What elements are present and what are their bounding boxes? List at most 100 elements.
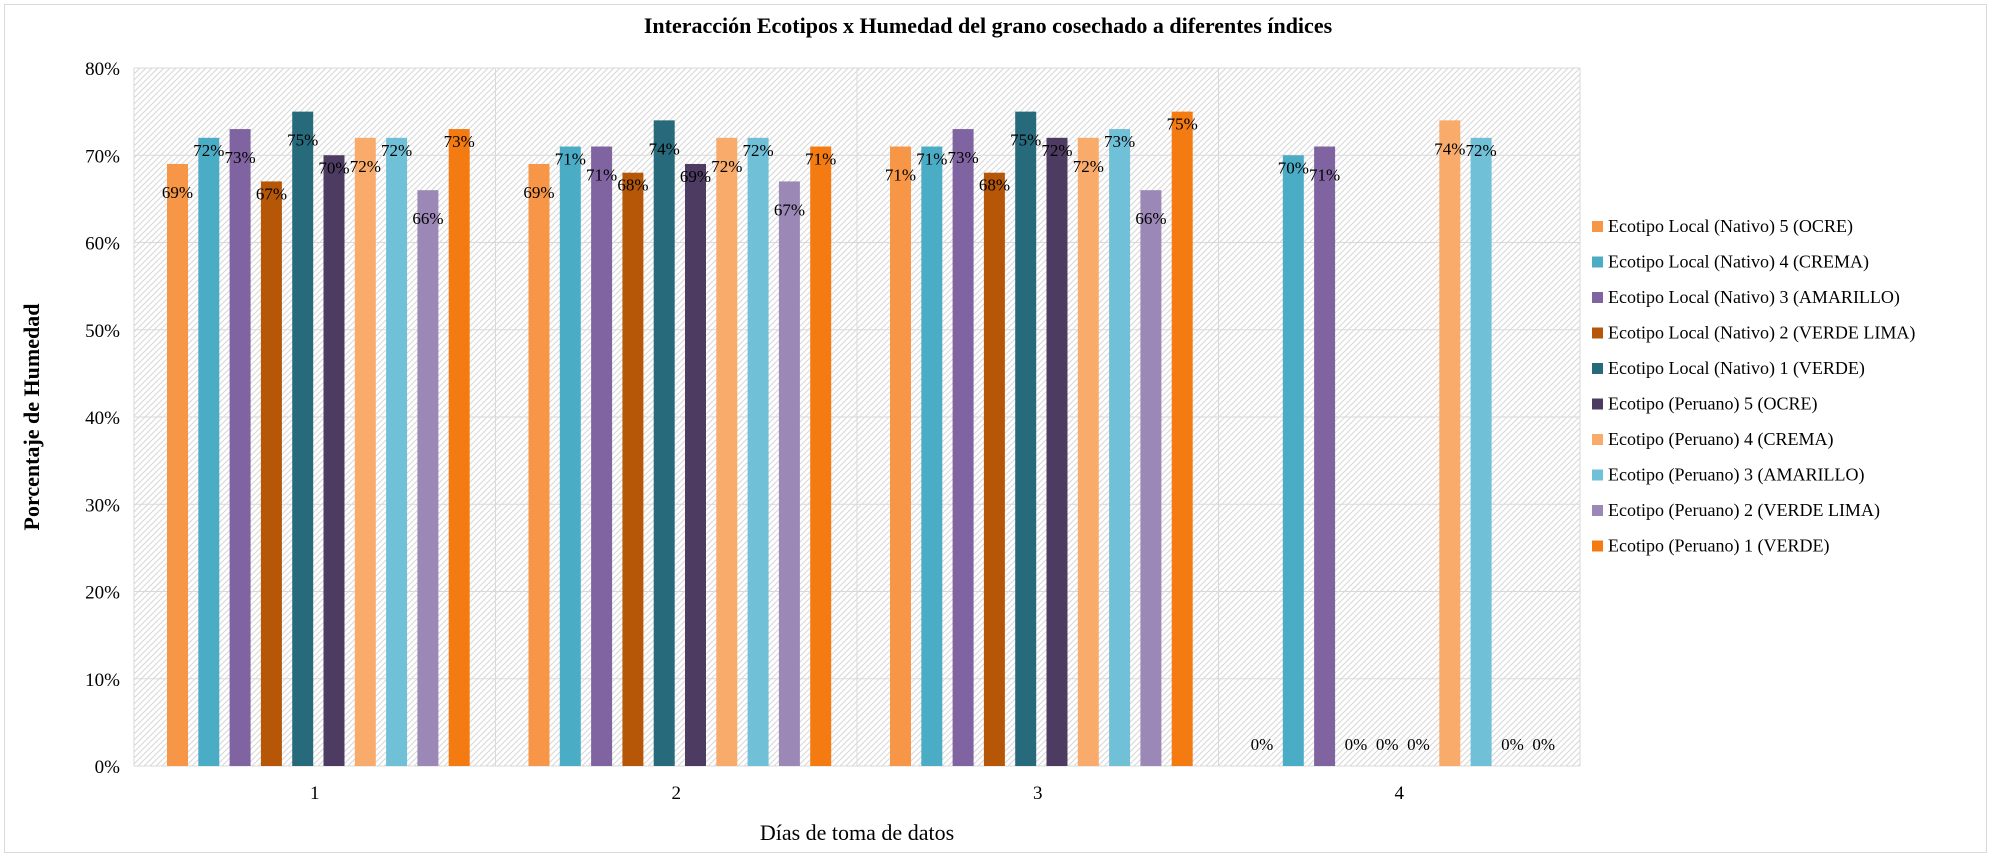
- y-tick-label: 30%: [85, 495, 120, 516]
- x-tick-label: 3: [1033, 783, 1043, 804]
- data-label: 71%: [916, 150, 947, 169]
- chart-title: Interacción Ecotipos x Humedad del grano…: [644, 13, 1333, 38]
- bar: [323, 155, 345, 766]
- data-label: 73%: [1104, 132, 1135, 151]
- bar: [1109, 129, 1131, 766]
- data-label: 75%: [287, 131, 318, 150]
- bar: [747, 137, 769, 767]
- y-tick-label: 0%: [95, 757, 121, 778]
- bar: [1314, 146, 1336, 766]
- data-label: 74%: [649, 139, 680, 158]
- data-label: 72%: [193, 141, 224, 160]
- legend-swatch: [1592, 505, 1603, 516]
- data-label: 0%: [1376, 735, 1399, 754]
- bar: [260, 181, 282, 767]
- data-label: 67%: [774, 200, 805, 219]
- data-label: 69%: [680, 167, 711, 186]
- data-label: 71%: [586, 166, 617, 185]
- x-tick-label: 2: [672, 783, 682, 804]
- chart-frame: 69% 72% 73% 67% 75% 70% 72% 72% 66% 73% 69% 71% 71% 6…: [4, 4, 1987, 853]
- bar: [890, 146, 911, 766]
- y-tick-label: 40%: [85, 408, 120, 429]
- data-label: 74%: [1434, 139, 1465, 158]
- legend-label: Ecotipo Local (Nativo) 3 (AMARILLO): [1608, 287, 1900, 308]
- data-label: 72%: [350, 157, 381, 176]
- data-label: 72%: [1073, 157, 1104, 176]
- bar: [528, 163, 550, 767]
- bar: [1470, 137, 1492, 767]
- legend-label: Ecotipo Local (Nativo) 1 (VERDE): [1608, 358, 1865, 379]
- data-label: 67%: [256, 184, 287, 203]
- legend-label: Ecotipo (Peruano) 4 (CREMA): [1608, 429, 1833, 450]
- data-label: 75%: [1010, 131, 1041, 150]
- data-label: 73%: [948, 148, 979, 167]
- legend-label: Ecotipo (Peruano) 2 (VERDE LIMA): [1608, 500, 1880, 521]
- bar: [622, 172, 644, 766]
- bars-group: [167, 111, 1492, 767]
- x-tick-label: 4: [1395, 783, 1405, 804]
- legend-swatch: [1592, 434, 1603, 445]
- x-tick-labels: 1 2 3 4: [310, 783, 1405, 804]
- legend-swatch: [1592, 398, 1603, 410]
- y-axis-title: Porcentaje de Humedad: [19, 304, 44, 531]
- y-tick-label: 80%: [85, 59, 120, 80]
- data-label: 66%: [412, 209, 443, 228]
- data-label: 66%: [1135, 209, 1166, 228]
- data-label: 72%: [1466, 141, 1497, 160]
- bar: [1015, 111, 1037, 766]
- bar: [417, 190, 439, 766]
- data-label: 71%: [1309, 166, 1340, 185]
- bar: [921, 146, 943, 766]
- data-label: 72%: [711, 157, 742, 176]
- y-tick-label: 10%: [85, 670, 120, 691]
- y-tick-label: 20%: [85, 583, 120, 604]
- bar: [229, 129, 251, 766]
- data-label: 69%: [162, 183, 193, 202]
- data-label: 0%: [1251, 735, 1274, 754]
- bar: [1077, 137, 1099, 767]
- bar: [448, 129, 470, 766]
- data-label: 0%: [1532, 735, 1555, 754]
- data-label: 0%: [1501, 735, 1524, 754]
- bar: [167, 163, 188, 767]
- legend: Ecotipo Local (Nativo) 5 (OCRE) Ecotipo L…: [1592, 216, 1915, 557]
- legend-swatch: [1592, 540, 1603, 552]
- y-tick-label: 70%: [85, 146, 120, 167]
- bar: [354, 137, 376, 767]
- legend-swatch: [1592, 221, 1603, 232]
- bar: [1282, 155, 1304, 766]
- bar: [292, 111, 314, 766]
- bar: [778, 181, 800, 767]
- x-axis-title: Días de toma de datos: [760, 820, 954, 845]
- bar: [952, 129, 974, 766]
- data-label: 0%: [1407, 735, 1430, 754]
- chart-svg: 69%72% 73%67%75%70% 72%72%66%73%69%71%71%6…: [19, 13, 1915, 845]
- bar: [559, 146, 581, 766]
- bar: [1171, 111, 1193, 766]
- data-labels-group: 69%72% 73%67%75%70% 72%72%66%73%69%71%71%6…: [162, 115, 1555, 754]
- legend-swatch: [1592, 292, 1603, 303]
- data-label: 72%: [743, 141, 774, 160]
- y-tick-label: 60%: [85, 234, 120, 255]
- bar: [685, 163, 706, 767]
- legend-label: Ecotipo (Peruano) 5 (OCRE): [1608, 394, 1817, 415]
- data-label: 72%: [381, 141, 412, 160]
- x-tick-label: 1: [310, 783, 320, 804]
- legend-label: Ecotipo (Peruano) 3 (AMARILLO): [1608, 465, 1864, 486]
- data-label: 73%: [225, 148, 256, 167]
- data-label: 0%: [1345, 735, 1368, 754]
- legend-swatch: [1592, 256, 1603, 268]
- bar: [386, 137, 408, 767]
- data-label: 68%: [979, 176, 1010, 195]
- bar: [591, 146, 613, 766]
- legend-label: Ecotipo Local (Nativo) 2 (VERDE LIMA): [1608, 323, 1915, 344]
- legend-label: Ecotipo Local (Nativo) 5 (OCRE): [1608, 216, 1853, 237]
- bar: [1140, 190, 1162, 766]
- bar: [810, 146, 832, 766]
- data-label: 71%: [885, 166, 916, 185]
- bar: [983, 172, 1005, 766]
- bar: [716, 137, 738, 767]
- legend-swatch: [1592, 327, 1603, 339]
- data-label: 71%: [805, 150, 836, 169]
- y-tick-labels: 0% 10% 20% 30% 40% 50% 60% 70% 80%: [85, 59, 120, 778]
